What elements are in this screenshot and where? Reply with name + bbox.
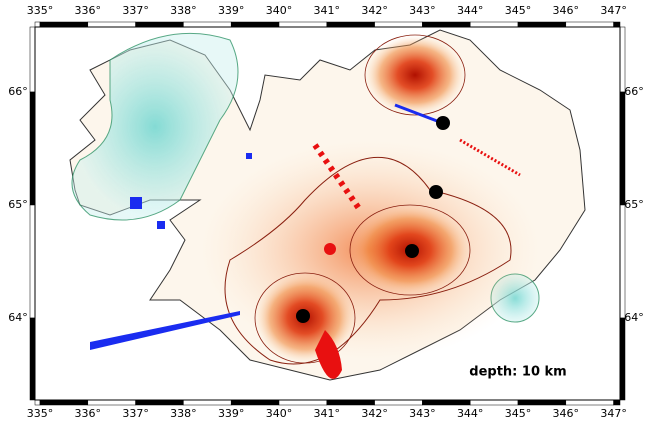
black-dot — [296, 309, 310, 323]
frame-segment — [565, 399, 614, 406]
lon-label: 339° — [218, 4, 245, 17]
lon-label: 345° — [505, 4, 532, 17]
frame-segment — [34, 21, 41, 28]
black-dot — [429, 185, 443, 199]
frame-segment — [29, 317, 36, 401]
lon-label: 335° — [27, 4, 54, 17]
red-dot — [324, 243, 336, 255]
lon-label: 346° — [553, 407, 580, 420]
frame-segment — [183, 399, 232, 406]
lon-label: 337° — [122, 407, 149, 420]
frame-segment — [326, 21, 375, 28]
frame-segment — [87, 21, 136, 28]
frame-segment — [29, 26, 36, 93]
frame-segment — [29, 91, 36, 206]
depth-annotation: depth: 10 km — [469, 365, 566, 380]
lon-label: 344° — [457, 407, 484, 420]
blue-square — [157, 221, 165, 229]
frame-segment — [374, 21, 423, 28]
frame-segment — [39, 21, 89, 28]
black-dot — [436, 116, 450, 130]
frame-segment — [422, 399, 471, 406]
frame-segment — [29, 204, 36, 319]
lon-label: 341° — [314, 407, 341, 420]
frame-segment — [469, 399, 519, 406]
lon-label: 343° — [409, 4, 436, 17]
map-frame — [29, 21, 626, 406]
black-dot — [405, 244, 419, 258]
red-line — [459, 138, 521, 177]
frame-border — [34, 26, 621, 401]
lat-label: 66° — [624, 85, 644, 98]
frame-segment — [278, 399, 328, 406]
lat-label: 65° — [624, 198, 644, 211]
lat-label: 64° — [624, 311, 644, 324]
blue-wedge — [90, 311, 240, 350]
blue-square — [246, 153, 252, 159]
frame-segment — [183, 21, 232, 28]
frame-segment — [613, 21, 621, 28]
lon-label: 340° — [266, 407, 293, 420]
lon-label: 337° — [122, 4, 149, 17]
lon-label: 336° — [75, 407, 102, 420]
lon-label: 335° — [27, 407, 54, 420]
frame-segment — [517, 21, 567, 28]
frame-segment — [422, 21, 471, 28]
frame-segment — [517, 399, 567, 406]
frame-segment — [469, 21, 519, 28]
map-layers — [69, 29, 586, 381]
frame-segment — [565, 21, 614, 28]
red-plume — [315, 330, 342, 379]
frame-segment — [230, 21, 280, 28]
lon-label: 338° — [170, 4, 197, 17]
lat-label: 64° — [8, 311, 28, 324]
frame-segment — [619, 26, 626, 93]
lon-label: 347° — [600, 4, 627, 17]
lat-label: 66° — [8, 85, 28, 98]
lon-label: 340° — [266, 4, 293, 17]
lon-label: 342° — [361, 407, 388, 420]
blue-square — [130, 197, 142, 209]
lon-label: 342° — [361, 4, 388, 17]
lon-label: 336° — [75, 4, 102, 17]
frame-segment — [374, 399, 423, 406]
lon-label: 347° — [600, 407, 627, 420]
frame-segment — [619, 317, 626, 401]
frame-segment — [135, 21, 184, 28]
frame-segment — [619, 91, 626, 206]
red-line — [312, 143, 363, 212]
lon-label: 344° — [457, 4, 484, 17]
frame-segment — [619, 204, 626, 319]
frame-segment — [34, 399, 41, 406]
frame-segment — [613, 399, 621, 406]
lat-label: 65° — [8, 198, 28, 211]
contour — [224, 157, 512, 365]
lon-label: 345° — [505, 407, 532, 420]
lon-label: 341° — [314, 4, 341, 17]
lon-label: 346° — [553, 4, 580, 17]
heat-region — [364, 34, 466, 116]
lon-label: 339° — [218, 407, 245, 420]
frame-segment — [278, 21, 328, 28]
frame-segment — [326, 399, 375, 406]
frame-segment — [39, 399, 89, 406]
frame-segment — [87, 399, 136, 406]
frame-segment — [230, 399, 280, 406]
lon-label: 338° — [170, 407, 197, 420]
frame-segment — [135, 399, 184, 406]
cool-anomaly — [71, 32, 239, 221]
lon-label: 343° — [409, 407, 436, 420]
